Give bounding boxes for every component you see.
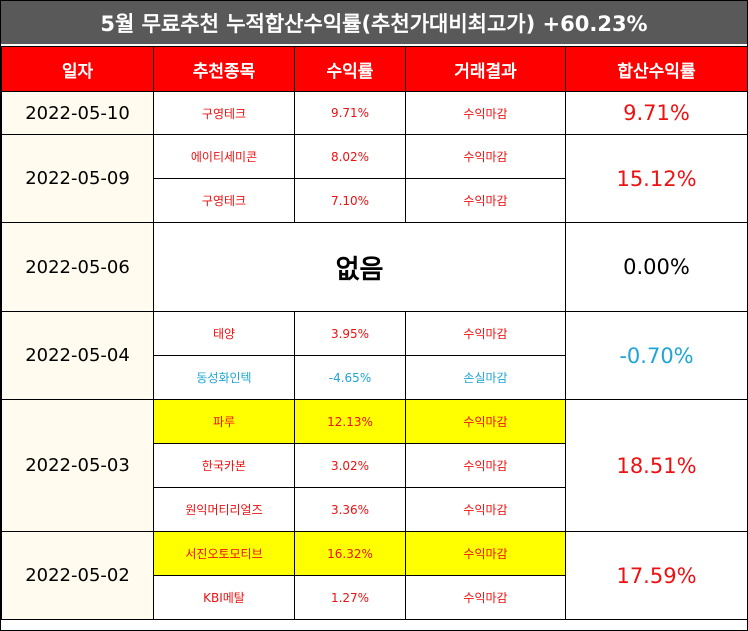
date-cell: 2022-05-09 bbox=[1, 134, 154, 223]
date-cell: 2022-05-03 bbox=[1, 399, 154, 532]
result-cell: 수익마감 bbox=[405, 178, 566, 223]
stock-cell: 파루 bbox=[153, 399, 295, 444]
recommendation-table: 일자 추천종목 수익률 거래결과 합산수익률 2022-05-10 구영테크 9… bbox=[1, 46, 748, 620]
sum-cell: 9.71% bbox=[565, 91, 747, 135]
rate-cell: 12.13% bbox=[294, 399, 406, 444]
stock-cell: 태양 bbox=[153, 311, 295, 356]
table-row: 2022-05-10 구영테크 9.71% 수익마감 9.71% bbox=[1, 91, 747, 135]
header-rate: 수익률 bbox=[294, 46, 406, 92]
table-row: 2022-05-03 파루 12.13% 수익마감 18.51% bbox=[1, 399, 747, 532]
header-result: 거래결과 bbox=[405, 46, 566, 92]
stock-cell: 구영테크 bbox=[153, 91, 295, 135]
stock-cell: 구영테크 bbox=[153, 178, 295, 223]
table-row: 2022-05-02 서진오토모티브 16.32% 수익마감 17.59% bbox=[1, 531, 747, 620]
table-row: 원익머티리얼즈 3.36% 수익마감 bbox=[2, 487, 748, 532]
result-cell: 수익마감 bbox=[405, 399, 566, 444]
result-cell: 수익마감 bbox=[405, 575, 566, 620]
rate-cell: 8.02% bbox=[294, 134, 406, 179]
table-row: 구영테크 7.10% 수익마감 bbox=[2, 178, 748, 223]
sum-cell: 15.12% bbox=[565, 134, 747, 223]
date-cell: 2022-05-10 bbox=[1, 91, 154, 135]
no-recommendation-cell: 없음 bbox=[153, 222, 566, 312]
stock-cell: 동성화인텍 bbox=[153, 355, 295, 400]
date-cell: 2022-05-02 bbox=[1, 531, 154, 620]
date-cell: 2022-05-06 bbox=[1, 222, 154, 312]
result-cell: 수익마감 bbox=[405, 311, 566, 356]
page-title: 5월 무료추천 누적합산수익률(추천가대비최고가) +60.23% bbox=[1, 1, 747, 44]
header-row: 일자 추천종목 수익률 거래결과 합산수익률 bbox=[1, 46, 747, 92]
rate-cell: 9.71% bbox=[294, 91, 406, 135]
result-cell: 수익마감 bbox=[405, 487, 566, 532]
stock-cell: 한국카본 bbox=[153, 443, 295, 488]
stock-cell: KBI메탈 bbox=[153, 575, 295, 620]
table-row: 한국카본 3.02% 수익마감 bbox=[2, 443, 748, 488]
result-cell: 수익마감 bbox=[405, 531, 566, 576]
result-cell: 수익마감 bbox=[405, 134, 566, 179]
stock-cell: 에이티세미콘 bbox=[153, 134, 295, 179]
stock-cell: 서진오토모티브 bbox=[153, 531, 295, 576]
table-row: KBI메탈 1.27% 수익마감 bbox=[2, 575, 748, 620]
rate-cell: 3.36% bbox=[294, 487, 406, 532]
header-date: 일자 bbox=[1, 46, 154, 92]
header-sum: 합산수익률 bbox=[565, 46, 747, 92]
stock-cell: 원익머티리얼즈 bbox=[153, 487, 295, 532]
header-stock: 추천종목 bbox=[153, 46, 295, 92]
date-cell: 2022-05-04 bbox=[1, 311, 154, 400]
table-row: 2022-05-06 없음 0.00% bbox=[1, 222, 747, 312]
rate-cell: 1.27% bbox=[294, 575, 406, 620]
rate-cell: -4.65% bbox=[294, 355, 406, 400]
rate-cell: 16.32% bbox=[294, 531, 406, 576]
rate-cell: 3.95% bbox=[294, 311, 406, 356]
result-cell: 수익마감 bbox=[405, 443, 566, 488]
table-row: 2022-05-09 에이티세미콘 8.02% 수익마감 15.12% bbox=[1, 134, 747, 223]
result-cell: 손실마감 bbox=[405, 355, 566, 400]
sum-cell: -0.70% bbox=[565, 311, 747, 400]
rate-cell: 3.02% bbox=[294, 443, 406, 488]
sum-cell: 17.59% bbox=[565, 531, 747, 620]
result-cell: 수익마감 bbox=[405, 91, 566, 135]
table-row: 2022-05-04 태양 3.95% 수익마감 -0.70% bbox=[1, 311, 747, 400]
table-row: 동성화인텍 -4.65% 손실마감 bbox=[2, 355, 748, 400]
sum-cell: 0.00% bbox=[565, 222, 747, 312]
sum-cell: 18.51% bbox=[565, 399, 747, 532]
rate-cell: 7.10% bbox=[294, 178, 406, 223]
